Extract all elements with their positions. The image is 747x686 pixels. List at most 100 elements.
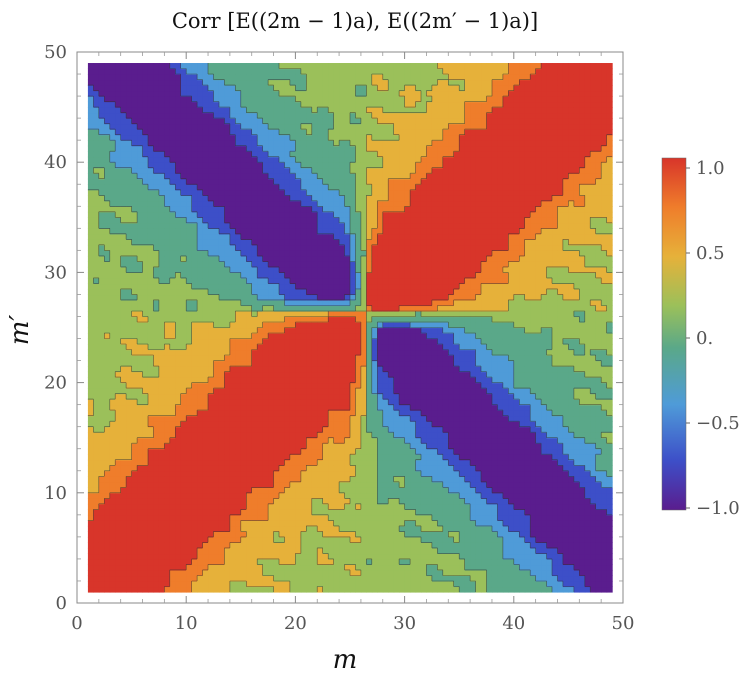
heatmap-cell [317, 443, 324, 450]
heatmap-cell [235, 558, 242, 566]
heatmap-cell [257, 564, 264, 571]
heatmap-cell [131, 200, 138, 207]
heatmap-cell [224, 514, 231, 521]
heatmap-cell [164, 333, 171, 340]
heatmap-cell [153, 448, 160, 455]
heatmap-cell [158, 74, 165, 81]
heatmap-cell [175, 85, 182, 92]
heatmap-cell [262, 432, 269, 439]
heatmap-cell [235, 145, 242, 152]
heatmap-cell [355, 310, 362, 318]
heatmap-cell [153, 553, 160, 560]
heatmap-cell [131, 96, 138, 103]
heatmap-cell [273, 63, 280, 70]
heatmap-cell [339, 465, 346, 472]
heatmap-cell [104, 525, 111, 532]
heatmap-cell [257, 140, 264, 147]
heatmap-cell [224, 305, 231, 312]
heatmap-cell [289, 514, 296, 521]
heatmap-cell [289, 333, 296, 340]
heatmap-cell [366, 327, 373, 334]
heatmap-cell [202, 415, 209, 422]
heatmap-cell [224, 129, 231, 136]
heatmap-cell [246, 90, 253, 97]
heatmap-cell [333, 173, 340, 180]
heatmap-cell [93, 101, 100, 108]
heatmap-cell [284, 305, 291, 312]
heatmap-cell [240, 432, 247, 439]
heatmap-cell [339, 415, 346, 422]
heatmap-cell [142, 448, 149, 455]
heatmap-cell [268, 250, 275, 257]
heatmap-cell [218, 316, 226, 323]
heatmap-cell [355, 465, 362, 472]
heatmap-cell [180, 79, 187, 86]
heatmap-cell [126, 536, 133, 543]
heatmap-cell [169, 415, 176, 422]
heatmap-cell [93, 569, 100, 577]
heatmap-cell [322, 266, 329, 273]
heatmap-cell [164, 310, 171, 318]
heatmap-cell [131, 299, 138, 307]
heatmap-cell [306, 79, 313, 86]
heatmap-cell [126, 96, 133, 103]
heatmap-cell [240, 294, 247, 301]
heatmap-cell [355, 514, 362, 521]
heatmap-cell [104, 492, 111, 499]
heatmap-cell [202, 233, 209, 240]
heatmap-cell [213, 542, 220, 549]
heatmap-cell [240, 580, 247, 588]
heatmap-cell [224, 195, 231, 202]
heatmap-cell [186, 470, 193, 477]
heatmap-cell [251, 299, 258, 307]
heatmap-cell [153, 184, 160, 191]
heatmap-cell [115, 195, 122, 202]
heatmap-cell [202, 443, 209, 450]
heatmap-cell [268, 162, 275, 169]
heatmap-cell [366, 118, 373, 125]
heatmap-cell [98, 123, 105, 130]
heatmap-cell [169, 178, 176, 185]
heatmap-cell [240, 470, 247, 477]
heatmap-cell [164, 388, 171, 395]
heatmap-cell [300, 206, 307, 213]
heatmap-cell [142, 129, 149, 136]
heatmap-cell [279, 344, 286, 351]
heatmap-cell [360, 432, 367, 439]
heatmap-cell [262, 195, 269, 202]
heatmap-cell [93, 547, 100, 555]
heatmap-cell [360, 140, 367, 147]
heatmap-cell [328, 101, 335, 108]
heatmap-cell [273, 553, 280, 560]
heatmap-cell [197, 399, 204, 406]
heatmap-cell [300, 333, 307, 340]
heatmap-cell [229, 162, 236, 169]
heatmap-cell [262, 112, 269, 119]
heatmap-cell [213, 410, 220, 417]
heatmap-cell [175, 525, 182, 532]
heatmap-cell [158, 195, 165, 202]
heatmap-cell [153, 74, 160, 81]
heatmap-cell [344, 536, 351, 543]
heatmap-cell [284, 228, 291, 235]
heatmap-cell [289, 305, 296, 312]
heatmap-cell [137, 399, 144, 406]
heatmap-cell [322, 569, 329, 577]
heatmap-cell [235, 217, 242, 224]
heatmap-cell [158, 151, 165, 158]
heatmap-cell [235, 454, 242, 461]
heatmap-cell [366, 288, 373, 296]
heatmap-cell [180, 85, 187, 92]
heatmap-cell [229, 244, 236, 251]
heatmap-cell [137, 459, 144, 466]
heatmap-cell [153, 316, 160, 323]
heatmap-cell [251, 531, 258, 538]
heatmap-cell [180, 294, 187, 301]
heatmap-cell [328, 509, 335, 516]
heatmap-cell [350, 156, 357, 163]
heatmap-cell [311, 140, 318, 147]
heatmap-cell [339, 162, 346, 169]
heatmap-cell [333, 553, 340, 560]
heatmap-cell [213, 564, 220, 571]
heatmap-cell [202, 90, 209, 97]
